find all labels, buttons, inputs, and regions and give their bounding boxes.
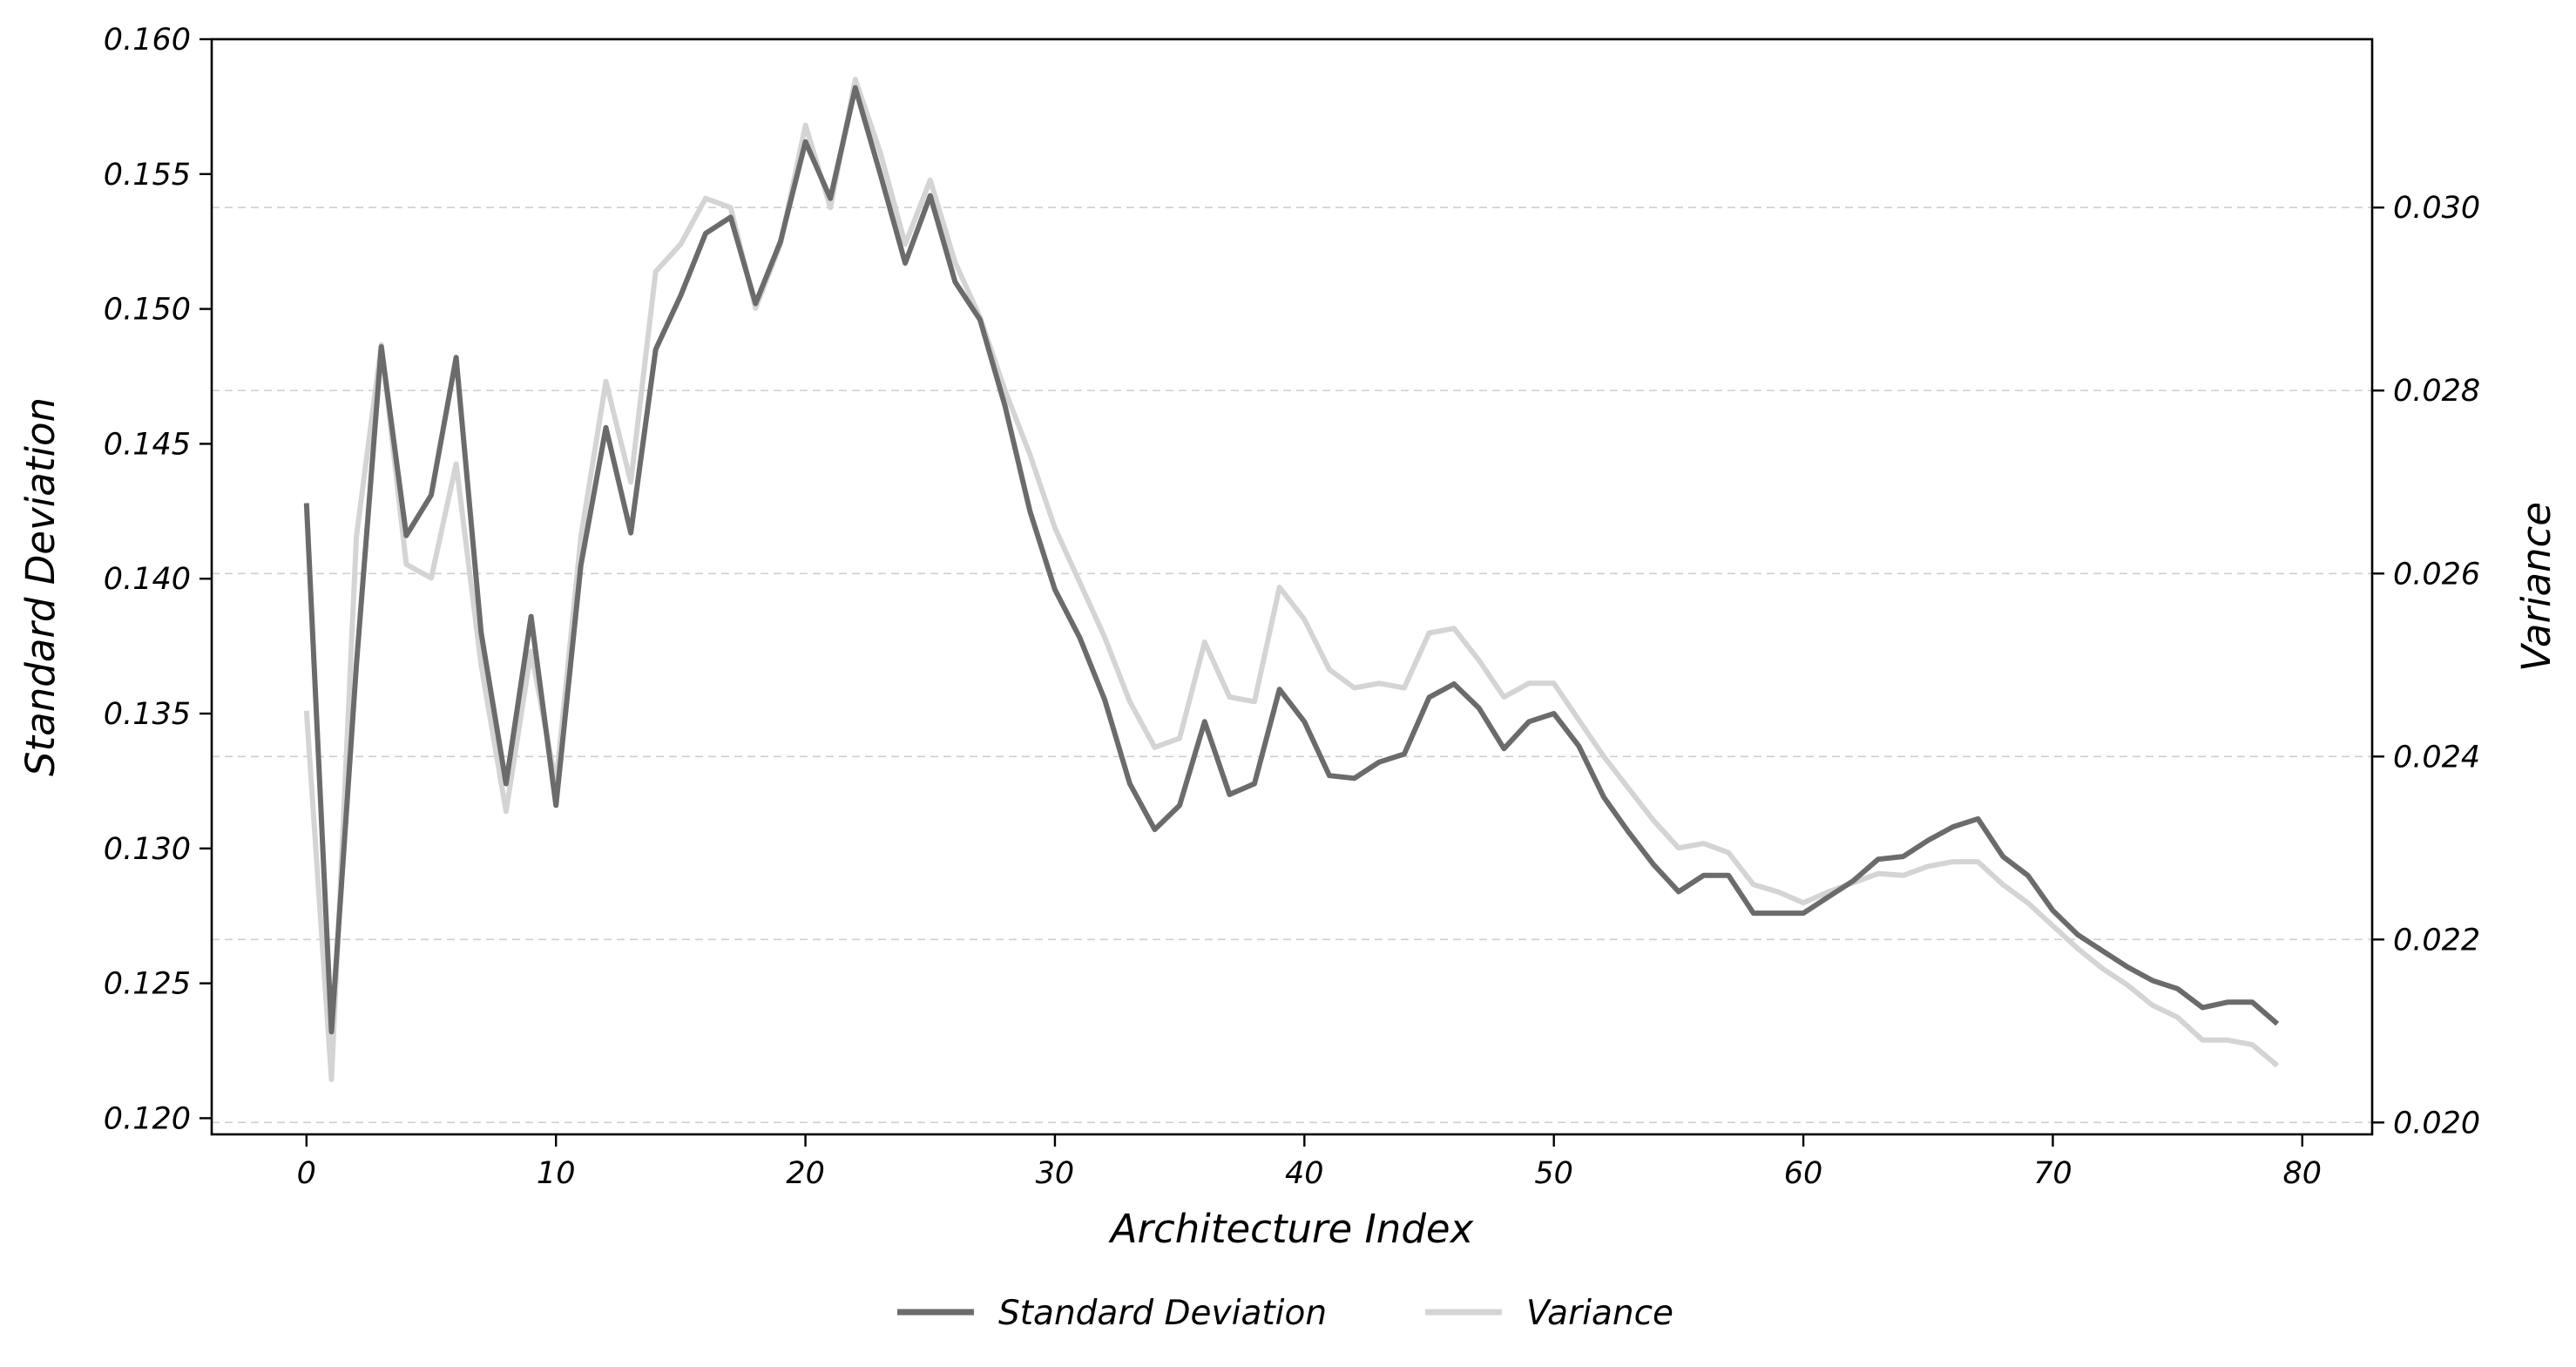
x-tick-label-4: 40 [1285, 1156, 1324, 1191]
y-tick-label-6: 0.150 [104, 293, 191, 328]
left-y-axis-ticks: 0.120 0.125 0.130 0.135 0.140 0.145 0.150 0.155… [104, 23, 212, 1136]
legend-label-standard-deviation: Standard Deviation [998, 1294, 1327, 1333]
y-tick-label-2: 0.130 [104, 832, 191, 867]
y2-tick-label-1: 0.022 [2393, 923, 2480, 958]
x-axis-ticks: 0 10 20 30 40 50 60 70 80 [297, 1134, 2322, 1191]
y-tick-label-8: 0.160 [104, 23, 191, 58]
y-tick-label-4: 0.140 [104, 562, 191, 597]
x-tick-label-0: 0 [297, 1156, 316, 1191]
x-tick-label-6: 60 [1784, 1156, 1823, 1191]
legend-label-variance: Variance [1526, 1294, 1673, 1333]
y-tick-label-5: 0.145 [104, 427, 191, 462]
right-y-axis-ticks: 0.020 0.022 0.024 0.026 0.028 0.030 [2372, 191, 2480, 1140]
x-tick-label-8: 80 [2283, 1156, 2322, 1191]
left-y-axis-title: Standard Deviation [17, 397, 64, 776]
grid-lines [212, 206, 2372, 1124]
y-tick-label-1: 0.125 [104, 967, 191, 1002]
x-tick-label-3: 30 [1036, 1156, 1075, 1191]
x-tick-label-7: 70 [2033, 1156, 2072, 1191]
y2-tick-label-5: 0.030 [2393, 191, 2480, 226]
series-line-standard-deviation [303, 85, 2280, 1035]
x-tick-label-1: 10 [537, 1156, 576, 1191]
y-tick-label-0: 0.120 [104, 1101, 191, 1136]
y2-tick-label-2: 0.024 [2393, 740, 2480, 775]
y2-tick-label-4: 0.028 [2393, 374, 2480, 409]
y2-tick-label-0: 0.020 [2393, 1106, 2480, 1140]
x-tick-label-2: 20 [786, 1156, 825, 1191]
x-axis-title: Architecture Index [1108, 1206, 1474, 1252]
y-tick-label-7: 0.155 [104, 158, 191, 193]
series-line-variance [303, 77, 2280, 1082]
x-tick-label-5: 50 [1534, 1156, 1573, 1191]
plot-frame [210, 37, 2374, 1136]
y-tick-label-3: 0.135 [104, 697, 191, 732]
legend: Standard Deviation Variance [897, 1294, 1673, 1333]
y2-tick-label-3: 0.026 [2393, 557, 2480, 592]
right-y-axis-title: Variance [2513, 502, 2559, 672]
series-layer [303, 77, 2280, 1082]
